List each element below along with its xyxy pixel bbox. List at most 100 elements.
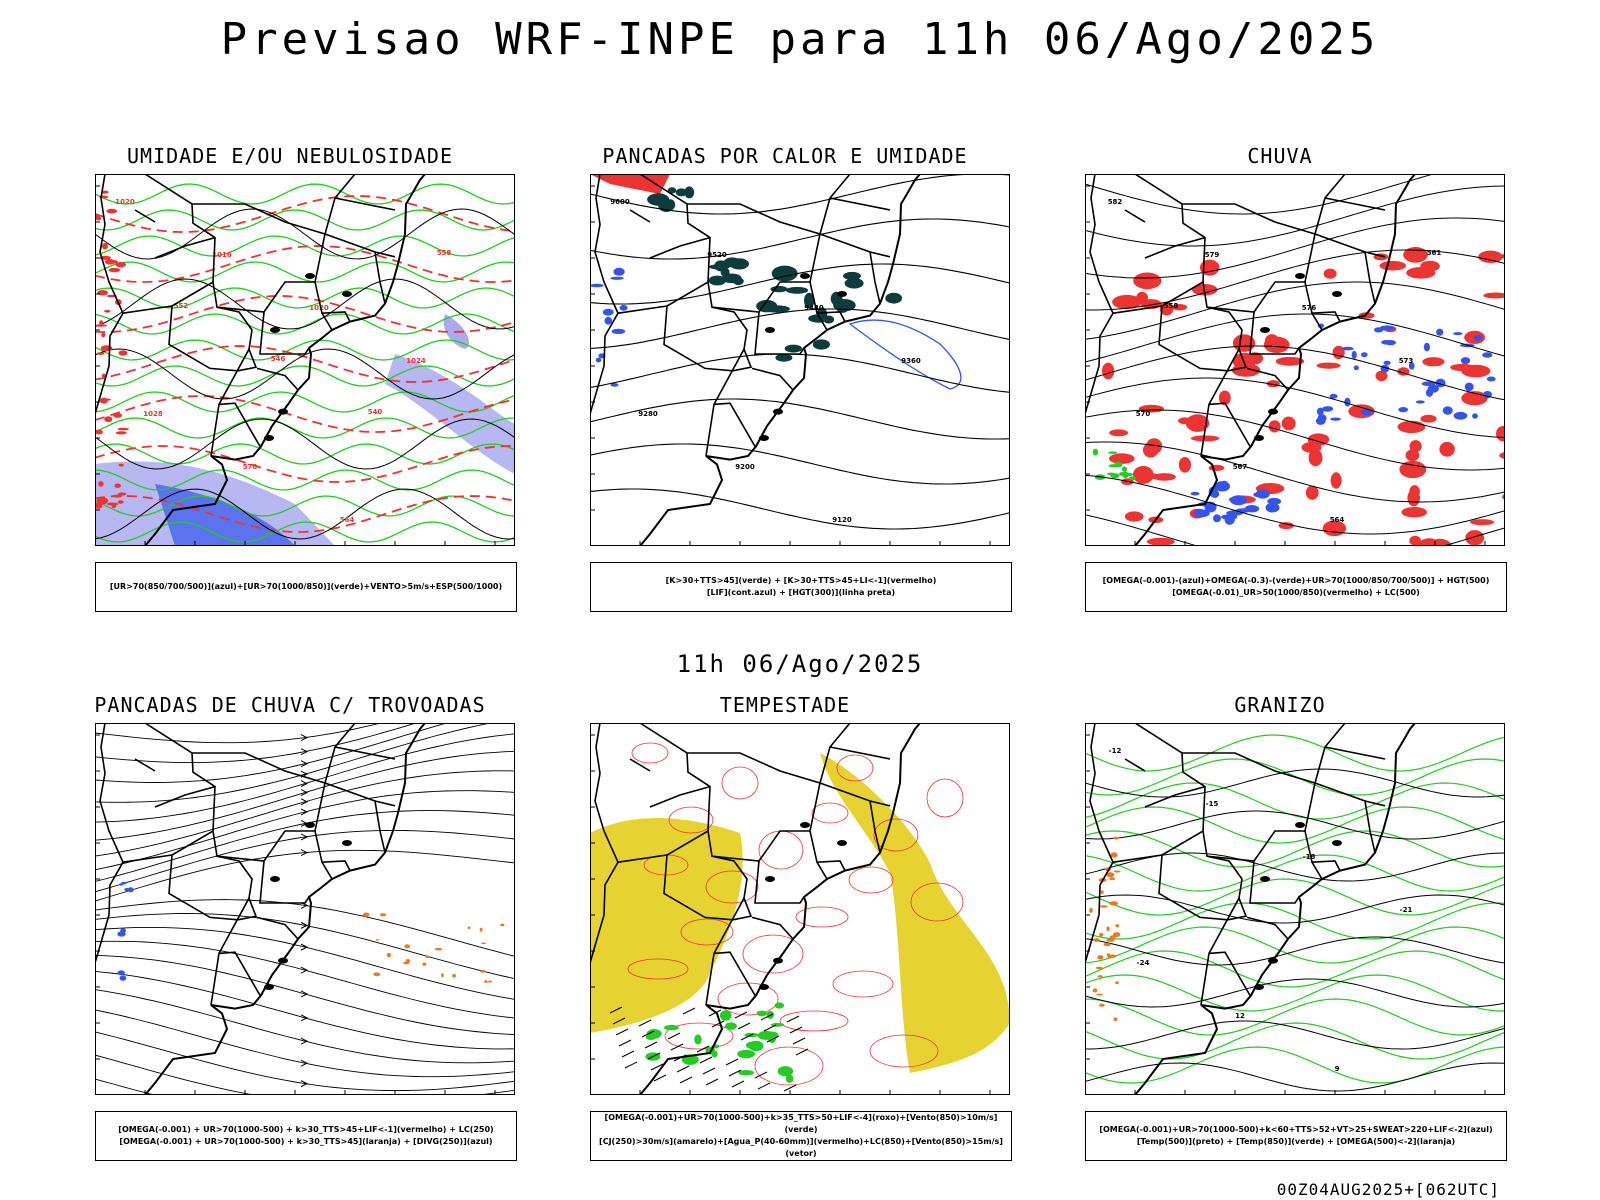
terrain-contour [106,208,118,214]
panel-pancadas-calor: PANCADAS POR CALOR E UMIDADE 9600 9520 944… [550,144,1020,624]
streamline [95,989,515,1064]
rain-area [1422,357,1445,367]
omega-500-area [1106,872,1115,878]
temp-500-contour [1085,978,1505,1008]
state-border [1324,197,1386,211]
temp-850-contour [1085,782,1505,820]
wind-vector [609,1006,623,1014]
state-border [819,782,881,853]
hgt-contour [1085,185,1505,247]
wind-vector [705,1078,719,1086]
streamline [95,770,515,857]
streamline-850 [869,1034,939,1068]
humidity-contour [95,339,515,361]
convection-area [684,186,695,199]
state-border [1134,174,1206,283]
panel-trovoadas: PANCADAS DE CHUVA C/ TROVOADAS 12S15S18S… [55,693,525,1173]
thunderstorm-area [404,944,411,949]
state-border [1324,746,1386,760]
state-border [374,800,396,807]
streamline-arrow [300,789,309,797]
rain-area [1190,435,1220,442]
omega-area [1255,489,1270,499]
state-border [816,312,828,331]
state-border [256,367,299,391]
wind-850-area [748,1040,764,1052]
omega-area [1213,514,1221,523]
lake-shape [759,984,769,990]
hgt-contour [1085,174,1435,215]
state-border [192,203,326,235]
state-border [1134,723,1206,832]
hgt-contour [1085,409,1505,471]
streamline [95,829,515,893]
rain-area [1409,440,1422,453]
omega-area [1244,505,1260,513]
terrain-contour [101,373,106,378]
omega-area [1322,406,1334,412]
lake-shape [765,327,775,333]
panel-title: GRANIZO [1234,693,1326,717]
rain-area [1439,441,1455,457]
state-border [705,951,756,1006]
streamline [95,1031,515,1092]
hgt-contour [590,263,1010,305]
contour-label: 564 [340,516,355,524]
terrain-contour [99,320,104,325]
panel-legend: [OMEGA(-0.001)-(azul)+OMEGA(-0.3)-(verde… [1085,562,1507,612]
jet-stream-area [590,818,743,1033]
streamline [95,733,515,823]
lake-shape [773,957,783,964]
panel-legend: [OMEGA(-0.001)+UR>70(1000-500)+k>35_TTS>… [590,1111,1012,1161]
rain-area [1232,334,1256,352]
convection-area [771,265,798,282]
lif-contour [848,319,962,390]
thunderstorm-area [434,947,443,951]
panel-title: PANCADAS POR CALOR E UMIDADE [602,144,968,168]
omega-area [1473,334,1483,341]
streamline-arrow [300,734,309,742]
terrain-contour [115,431,127,435]
humidity-contour [95,209,515,231]
omega-area [1330,417,1341,421]
wind-vector [618,1039,632,1047]
humidity-contour [95,261,515,283]
terrain-contour [98,481,104,487]
contour-label: 1016 [212,251,232,259]
rain-area [1409,535,1421,546]
convection-area [833,299,856,312]
convection-area [647,193,670,206]
panel-title: PANCADAS DE CHUVA C/ TROVOADAS [94,693,486,717]
omega-strong-area [1108,451,1118,455]
terrain-contour [104,259,115,265]
map-background [590,174,1010,546]
omega-area [1398,407,1409,413]
state-border [1249,311,1300,355]
rain-area [1401,507,1427,518]
rain-area [1133,272,1162,290]
state-border [869,800,891,807]
wind-vector [734,1011,748,1019]
thunderstorm-area [441,973,444,978]
wind-vector [647,1052,661,1060]
rain-area [1109,429,1129,437]
terrain-contour [106,502,119,506]
lake-shape [1295,822,1305,828]
convection-area [733,277,744,286]
terrain-contour [111,504,117,509]
streamline [95,913,515,980]
panel-legend: [OMEGA(-0.001)+UR>70(1000-500)+k<60+TTS>… [1085,1111,1507,1161]
streamline-arrow [300,1059,309,1067]
wind-vector [682,1007,696,1015]
thunderstorm-area [488,980,493,983]
omega-500-area [1096,993,1103,996]
convection-area [785,286,809,294]
state-border [218,347,258,405]
lake-shape [1260,876,1270,882]
streamline [95,954,515,1036]
streamline-850 [664,1022,734,1050]
state-border [314,830,351,871]
streamline-850 [795,906,849,928]
rain-area [1409,485,1420,498]
state-border [192,752,326,784]
